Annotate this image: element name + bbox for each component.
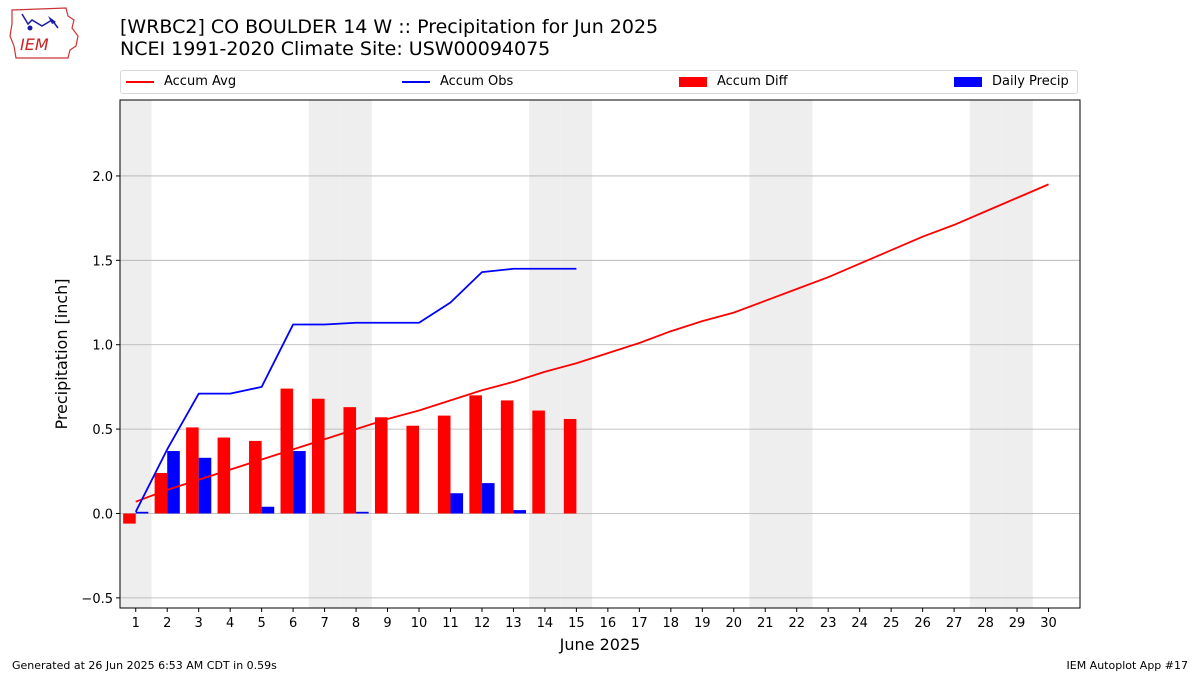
x-tick-label: 30 [1040,616,1057,631]
legend-accum-obs: Accum Obs [402,74,513,89]
axes-layer: −0.50.00.51.01.52.01 2 3 4 5 6 7 8 9 10 11 12 13 14 15… [81,170,1056,631]
accum-diff-bar [249,440,262,514]
daily-precip-bar [450,493,464,514]
x-tick-label: 19 [694,616,711,631]
iowa-map-logo-icon: IEM [9,7,79,59]
chart-legend: Accum Avg Accum Obs Accum Diff Daily Pre… [120,70,1078,94]
legend-accum-diff: Accum Diff [679,74,788,89]
accum-diff-bar [217,437,231,514]
x-tick-label: 7 [320,616,328,631]
x-tick-label: 1 [132,616,140,631]
title-line-2: NCEI 1991-2020 Climate Site: USW00094075 [120,38,551,60]
x-tick-label: 17 [631,616,648,631]
accum-diff-bar [563,418,577,514]
legend-accum-avg: Accum Avg [126,74,236,89]
y-tick-label: 2.0 [92,170,113,185]
x-axis-label: June 2025 [559,635,641,654]
weekend-band [308,100,341,608]
x-tick-label: 21 [757,616,774,631]
x-tick-label: 25 [883,616,900,631]
y-axis-label: Precipitation [inch] [52,278,71,429]
legend-swatch-blue-bar [954,76,982,87]
logo-text: IEM [20,35,49,54]
x-tick-label: 20 [725,616,742,631]
legend-label: Accum Diff [717,74,788,89]
x-tick-label: 18 [663,616,680,631]
weekend-band [340,100,372,608]
x-tick-label: 3 [195,616,203,631]
daily-precip-bar [135,511,149,514]
accum-diff-bar [437,415,451,514]
accum-avg-line [135,183,1049,503]
legend-swatch-red-line [126,80,154,83]
chart-title: [WRBC2] CO BOULDER 14 W :: Precipitation… [120,16,658,60]
daily-precip-bar [167,451,180,514]
footer-app-id: IEM Autoplot App #17 [1066,659,1189,672]
accum-diff-bar [186,427,199,514]
x-tick-label: 2 [163,616,171,631]
y-tick-label: 0.5 [92,423,113,438]
x-tick-label: 23 [820,616,837,631]
accum-diff-bar [374,417,388,514]
legend-label: Daily Precip [992,74,1069,89]
weekend-shading-layer [120,100,1033,608]
daily-precip-bar [198,457,212,514]
lines-layer [134,183,1049,513]
accum-diff-bar [406,425,420,514]
x-tick-label: 29 [1009,616,1026,631]
daily-precip-bar [293,451,306,514]
bars-layer [123,388,577,524]
x-tick-label: 13 [505,616,522,631]
legend-daily-precip: Daily Precip [954,74,1069,89]
weekend-band [969,100,1002,608]
accum-diff-bar [469,395,482,514]
iem-logo: IEM [8,6,82,64]
daily-precip-bar [481,483,495,514]
plot-frame [119,99,1081,609]
legend-label: Accum Avg [164,74,237,89]
accum-diff-bar [500,400,514,514]
y-tick-label: 0.0 [92,507,113,522]
x-tick-label: 15 [568,616,585,631]
x-tick-label: 22 [788,616,805,631]
gridlines-layer [120,175,1080,599]
x-tick-label: 27 [946,616,963,631]
x-tick-label: 14 [537,616,554,631]
x-tick-label: 6 [289,616,297,631]
accum-diff-bar [154,472,168,514]
legend-label: Accum Obs [440,74,514,89]
daily-precip-bar [356,511,369,514]
weekend-band [780,100,813,608]
weekend-band [529,100,561,608]
weekend-band [749,100,781,608]
accum-diff-bar [532,410,545,514]
x-tick-label: 26 [914,616,931,631]
x-tick-label: 28 [977,616,994,631]
legend-swatch-blue-line [402,80,430,83]
accum-diff-bar [312,398,325,514]
x-tick-label: 5 [257,616,265,631]
accum-obs-line [134,267,577,513]
accum-diff-bar [343,407,357,514]
legend-swatch-red-bar [679,76,707,87]
accum-diff-bar [123,513,136,524]
weekend-band [560,100,593,608]
x-tick-label: 11 [442,616,459,631]
x-tick-label: 24 [851,616,868,631]
x-tick-label: 8 [352,616,360,631]
title-line-1: [WRBC2] CO BOULDER 14 W :: Precipitation… [120,16,659,38]
x-tick-label: 12 [474,616,491,631]
daily-precip-bar [513,510,527,514]
x-tick-label: 10 [411,616,428,631]
y-tick-label: 1.0 [92,339,113,354]
y-tick-label: 1.5 [92,254,113,269]
daily-precip-bar [261,506,275,514]
weekend-band [1001,100,1033,608]
footer-generated: Generated at 26 Jun 2025 6:53 AM CDT in … [12,659,277,672]
x-tick-label: 9 [383,616,391,631]
x-tick-label: 16 [600,616,617,631]
y-tick-label: −0.5 [81,592,113,607]
x-tick-label: 4 [226,616,234,631]
